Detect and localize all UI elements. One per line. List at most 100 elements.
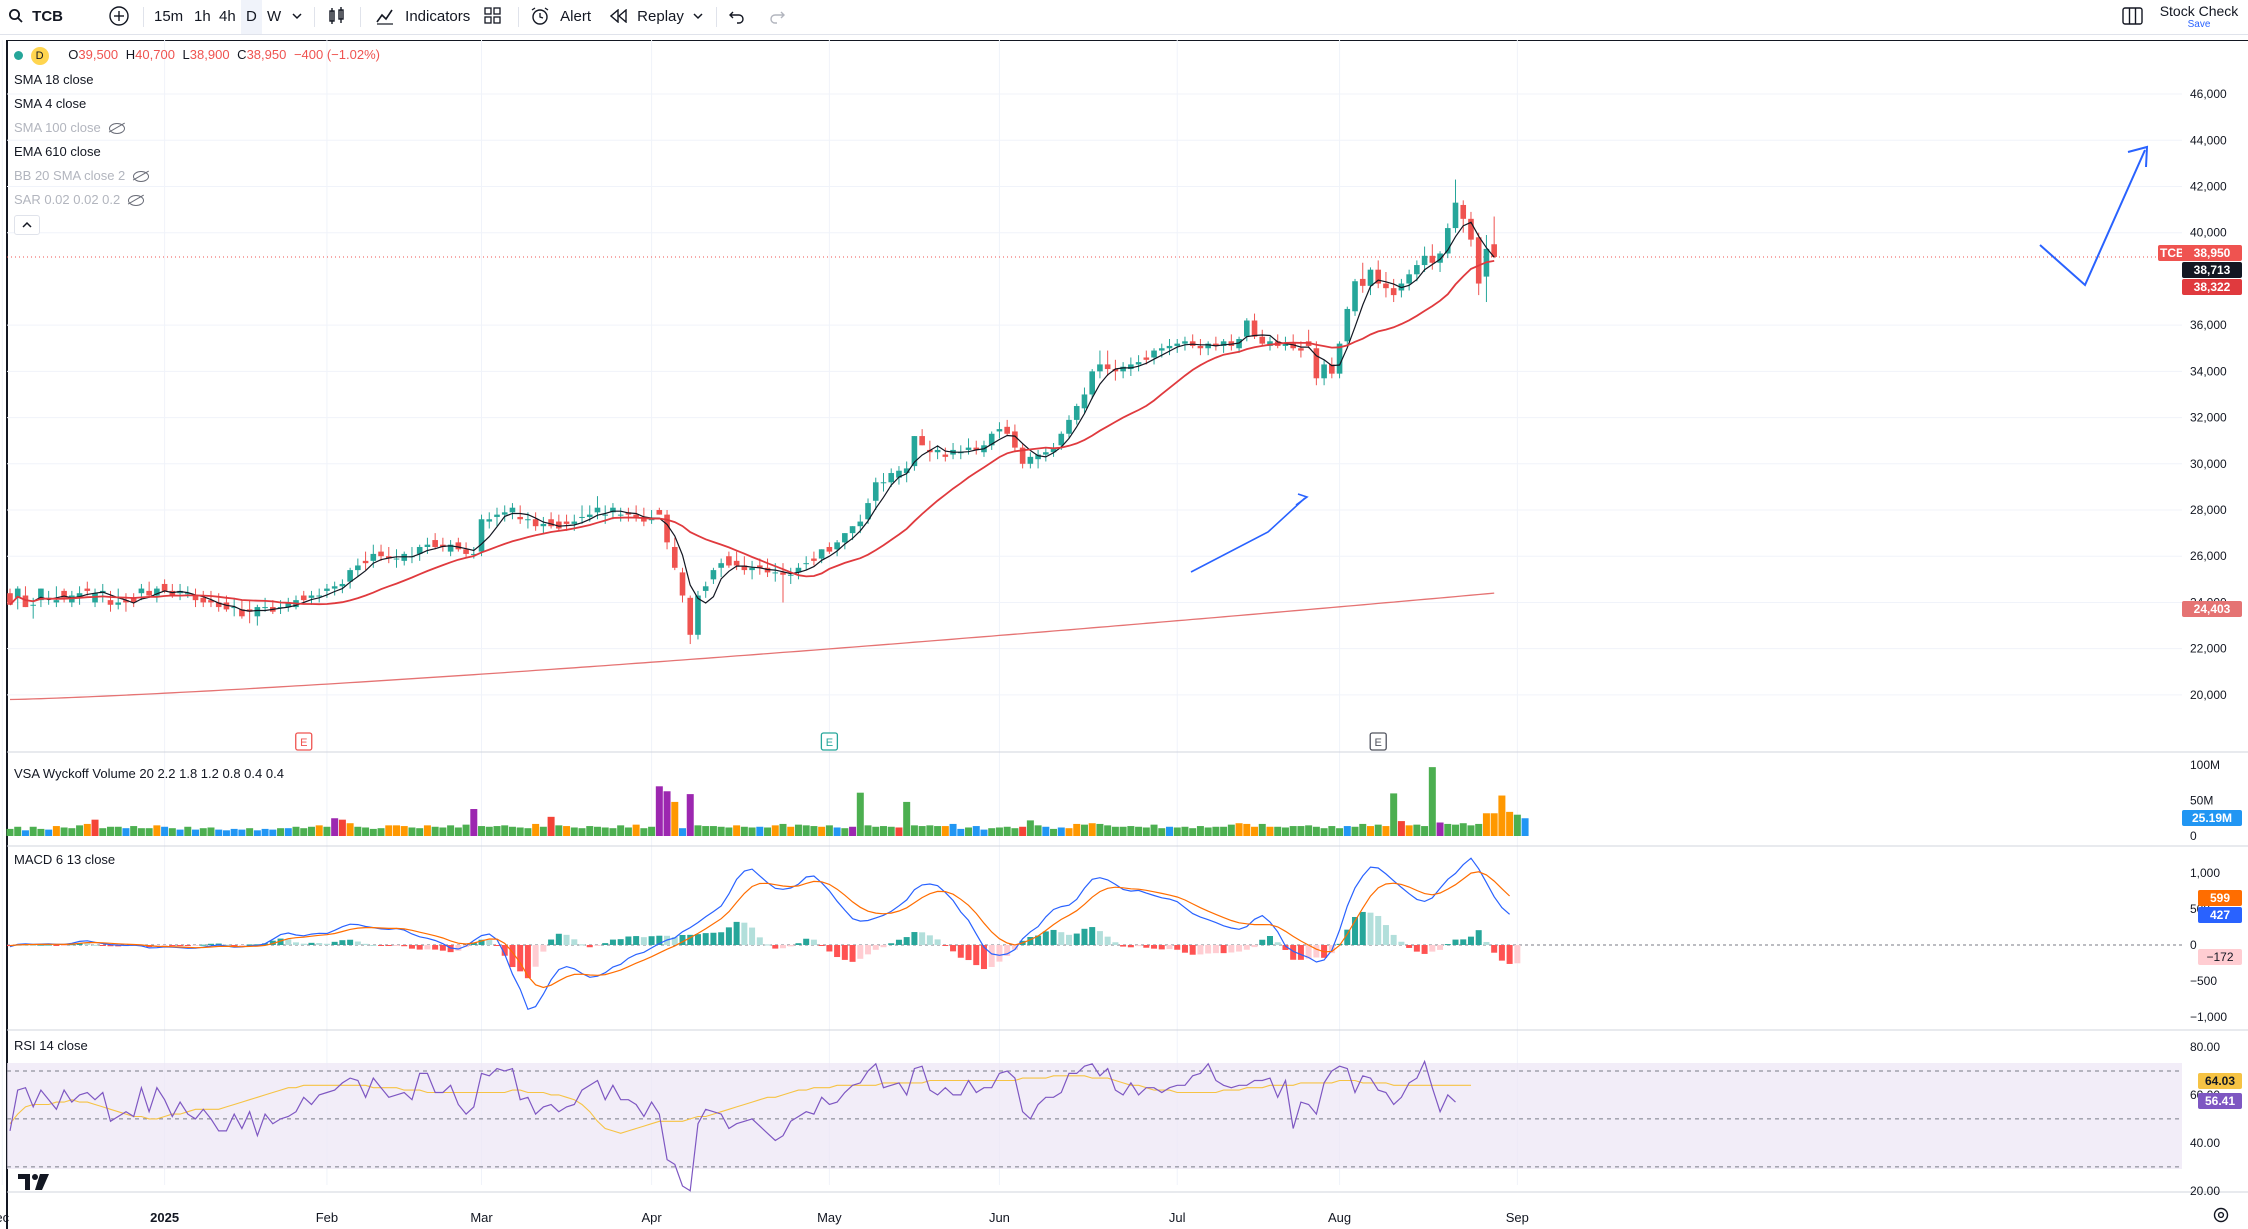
replay-menu-button[interactable]: [692, 0, 704, 34]
volume-bar: [957, 828, 965, 836]
macd-histogram-bar: [200, 944, 207, 946]
volume-bar: [106, 826, 114, 836]
trend-arrow-may[interactable]: [1190, 497, 1306, 573]
candle-body: [617, 514, 624, 516]
time-tick-label: Jul: [1169, 1210, 1186, 1225]
candle-body: [1390, 288, 1397, 296]
settings-gear-icon[interactable]: [2212, 1206, 2230, 1224]
volume-bar: [501, 825, 509, 836]
interval-w[interactable]: W: [267, 8, 282, 25]
earnings-marker: [1369, 732, 1387, 751]
macd-histogram-bar: [308, 942, 315, 945]
candle-body: [1452, 202, 1459, 229]
volume-bar: [199, 828, 207, 836]
ohlc-legend: D O39,500 H40,700 L38,900 C38,950 −400 (…: [14, 47, 380, 65]
volume-bar: [941, 826, 949, 836]
layout-name-block[interactable]: Stock Check Save: [2156, 3, 2242, 30]
macd-histogram-bar: [300, 943, 307, 945]
candle-body: [308, 595, 315, 598]
alert-button[interactable]: Alert: [530, 0, 591, 34]
volume-bar: [1119, 826, 1127, 836]
volume-bar: [771, 825, 779, 836]
price-tick-label: 44,000: [2190, 133, 2227, 147]
macd-histogram-bar: [571, 939, 578, 945]
interval-4h[interactable]: 4h: [219, 8, 236, 25]
hidden-eye-icon[interactable]: [108, 123, 125, 135]
candle-body: [749, 567, 755, 571]
projection-arrow[interactable]: [2039, 149, 2146, 287]
volume-bar: [153, 825, 161, 836]
undo-button[interactable]: [728, 0, 746, 34]
interval-menu-button[interactable]: [291, 0, 303, 34]
candle-body: [355, 565, 361, 571]
rewind-icon: [609, 8, 627, 24]
macd-histogram-bar: [1467, 936, 1474, 945]
volume-bar: [988, 828, 996, 836]
volume-bar: [362, 827, 370, 836]
macd-pane-title[interactable]: MACD 6 13 close: [14, 852, 115, 867]
indicator-sar[interactable]: SAR 0.02 0.02 0.2: [14, 192, 145, 207]
chart-type-button[interactable]: [327, 0, 347, 34]
macd-histogram-bar: [1004, 945, 1011, 956]
layout-button[interactable]: [2122, 0, 2144, 34]
candle-body: [53, 600, 60, 603]
candle-body: [1143, 357, 1150, 360]
interval-15m[interactable]: 15m: [154, 8, 184, 25]
interval-1h[interactable]: 1h: [194, 8, 211, 25]
volume-bar: [903, 801, 911, 836]
volume-bar: [478, 826, 486, 836]
volume-bar: [99, 828, 107, 836]
rsi-pane-title[interactable]: RSI 14 close: [14, 1038, 88, 1053]
indicator-label: SAR 0.02 0.02 0.2: [14, 192, 121, 207]
volume-bar: [555, 825, 563, 836]
candle-body: [7, 593, 13, 605]
indicator-sma18[interactable]: SMA 18 close: [14, 72, 94, 87]
candle-body: [934, 449, 941, 453]
volume-bar: [1019, 826, 1027, 836]
hidden-eye-icon[interactable]: [133, 171, 150, 183]
save-link[interactable]: Save: [2187, 19, 2211, 30]
indicator-sma4[interactable]: SMA 4 close: [14, 96, 86, 111]
candle-body: [780, 572, 786, 575]
volume-bar: [1227, 824, 1235, 836]
candle-body: [184, 593, 191, 595]
volume-bar: [648, 826, 656, 836]
volume-bar: [1436, 822, 1444, 836]
redo-button[interactable]: [768, 0, 786, 34]
macd-histogram-bar: [1035, 935, 1042, 945]
interval-d[interactable]: D: [241, 0, 262, 34]
volume-bar: [269, 829, 277, 836]
volume-pane-title[interactable]: VSA Wyckoff Volume 20 2.2 1.8 1.2 0.8 0.…: [14, 766, 284, 781]
macd-histogram-bar: [1212, 945, 1219, 954]
volume-bar: [995, 827, 1003, 836]
indicator-bb[interactable]: BB 20 SMA close 2: [14, 168, 150, 183]
volume-bar: [872, 826, 880, 836]
price-tick-label: 34,000: [2190, 364, 2227, 378]
volume-bar: [547, 816, 555, 836]
indicator-sma100[interactable]: SMA 100 close: [14, 120, 125, 135]
indicators-button[interactable]: Indicators: [375, 0, 470, 34]
user-drawings[interactable]: [1190, 145, 2149, 573]
candle-body: [911, 436, 918, 467]
replay-button[interactable]: Replay: [609, 0, 684, 34]
volume-bar: [895, 827, 903, 836]
volume-bar: [284, 828, 292, 836]
volume-bar: [83, 823, 91, 836]
templates-button[interactable]: [484, 0, 502, 34]
volume-bar: [1359, 823, 1367, 836]
symbol-search[interactable]: TCB: [8, 0, 63, 34]
hidden-eye-icon[interactable]: [128, 195, 145, 207]
volume-bar: [1475, 823, 1483, 836]
volume-bar: [1328, 826, 1336, 836]
macd-histogram-bar: [919, 932, 926, 945]
indicator-ema610[interactable]: EMA 610 close: [14, 144, 101, 159]
compare-add-button[interactable]: [108, 0, 130, 34]
candle-body: [416, 546, 423, 554]
macd-histogram-bar: [834, 945, 841, 958]
macd-histogram-bar: [841, 945, 848, 960]
macd-histogram-bar: [926, 935, 933, 945]
volume-bar: [926, 825, 934, 836]
collapse-legend-button[interactable]: [14, 215, 40, 235]
volume-bar: [416, 828, 424, 836]
